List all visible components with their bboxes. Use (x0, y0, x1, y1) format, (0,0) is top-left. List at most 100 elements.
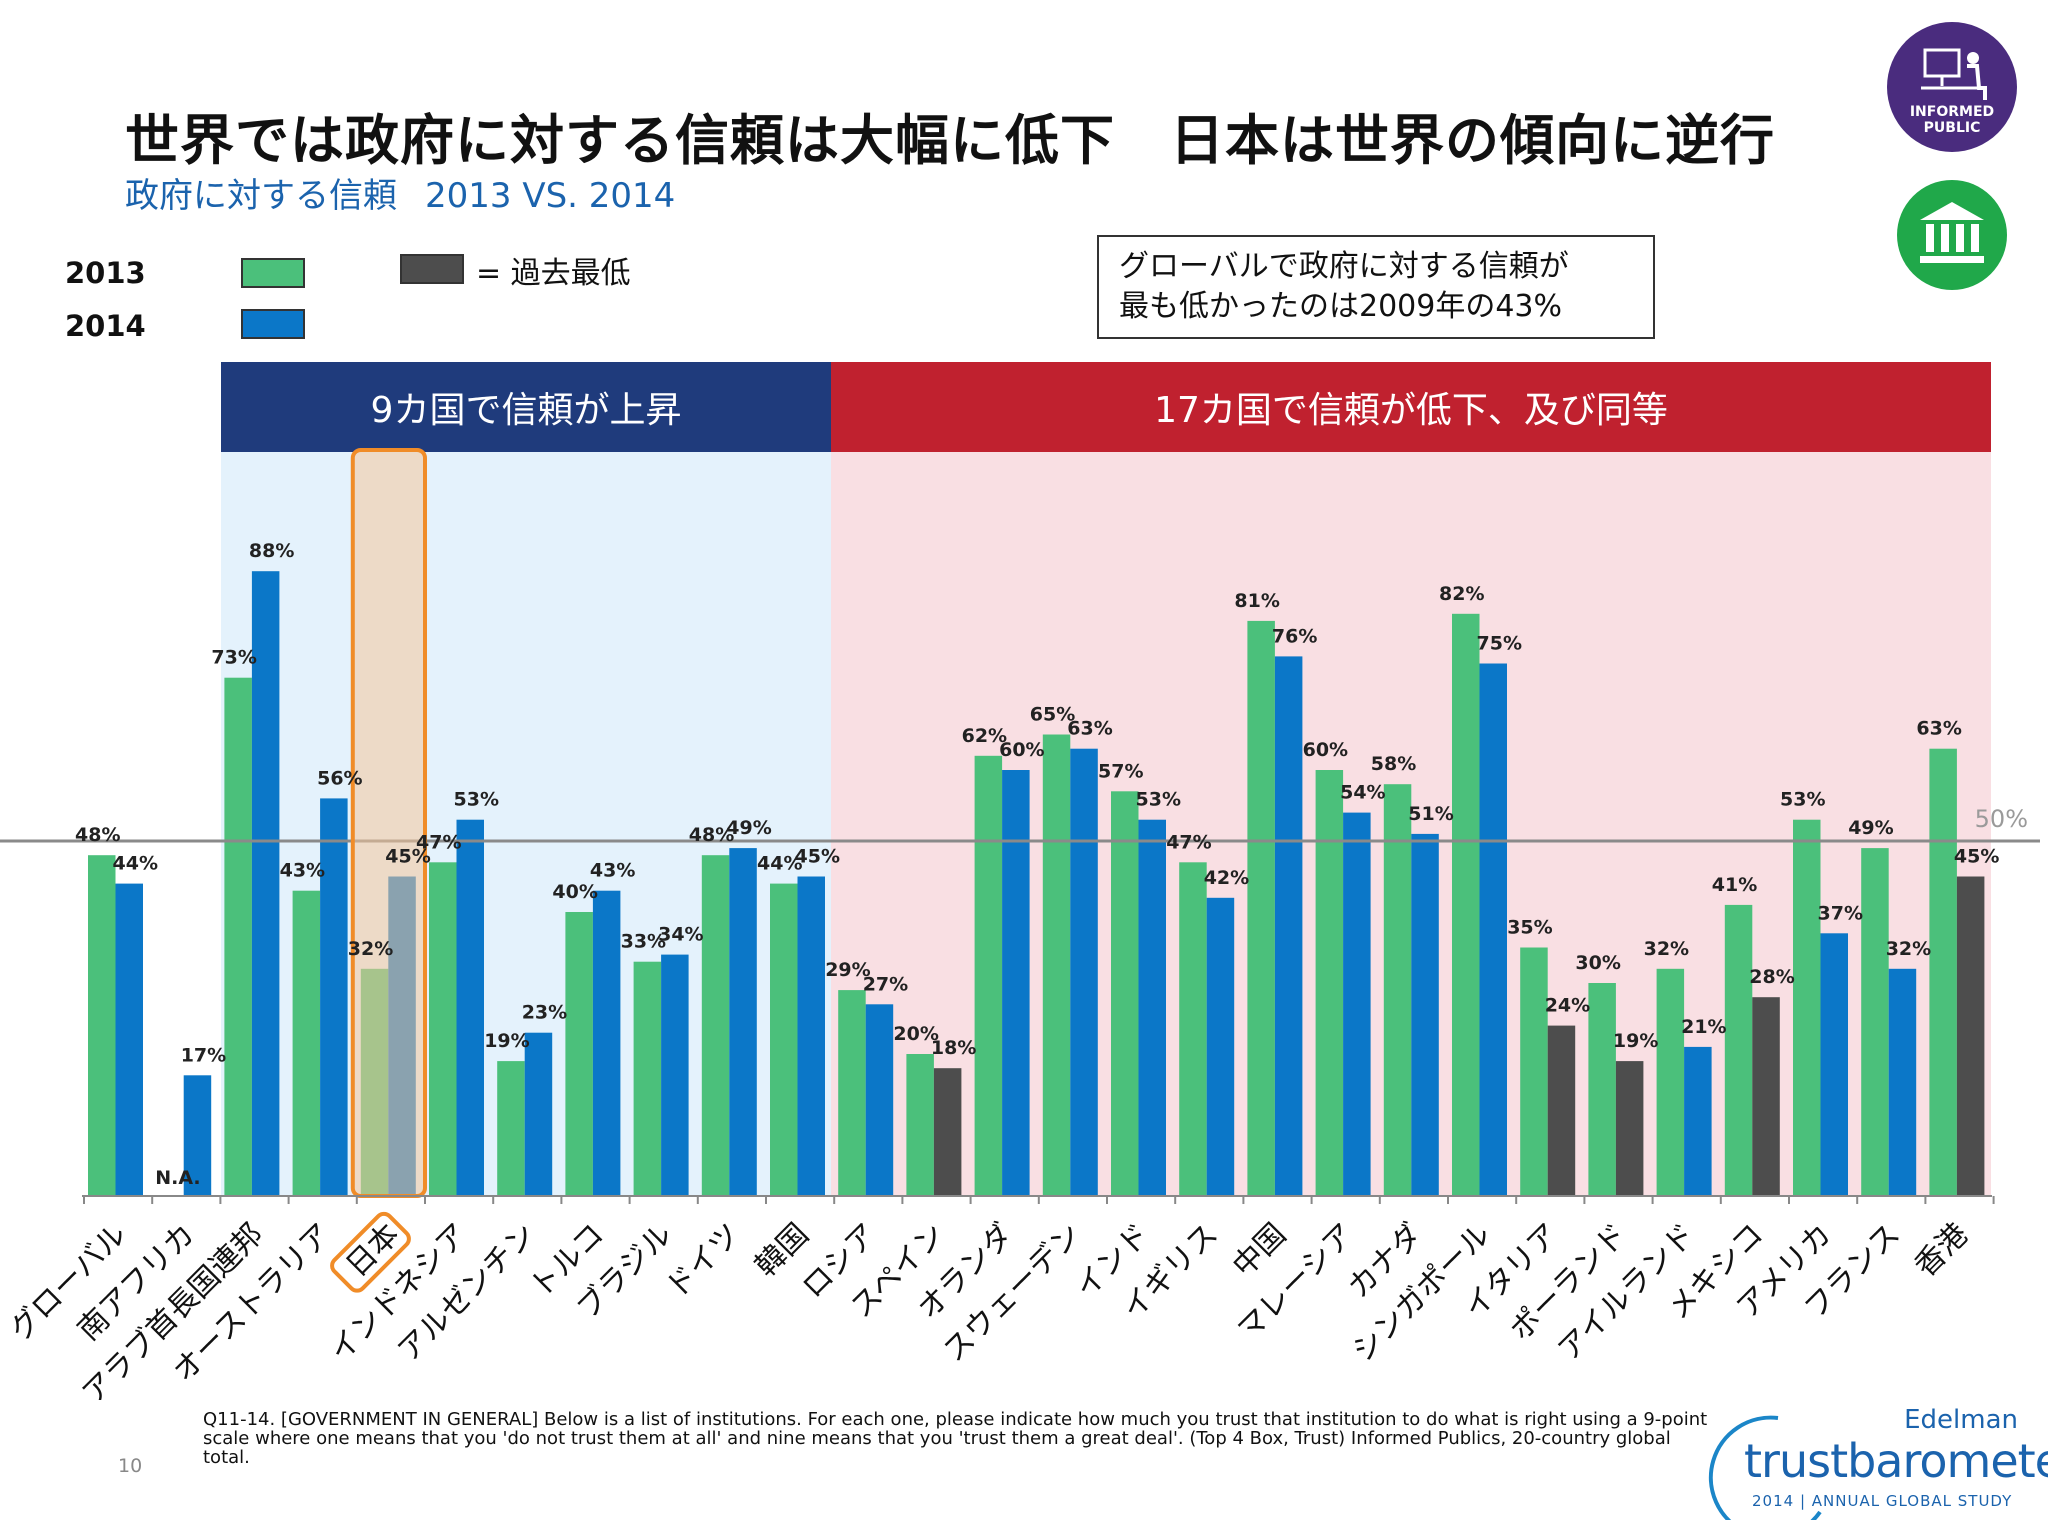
label-2014-9: 49% (726, 817, 771, 839)
legend-year-2014: 2014 (65, 309, 146, 343)
government-badge (1897, 180, 2007, 290)
bar-2014-12 (933, 1068, 962, 1196)
label-2014-17: 76% (1272, 625, 1317, 647)
bar-2013-20 (1452, 613, 1480, 1196)
label-2014-26: 32% (1886, 938, 1931, 960)
label-2014-19: 51% (1408, 803, 1453, 825)
label-2013-16: 47% (1166, 831, 1211, 853)
bar-2014-15 (1138, 819, 1166, 1196)
category-label-27: 香港 (1908, 1217, 1975, 1284)
legend-swatch-lowest (400, 254, 464, 284)
japan-label-box (330, 1211, 411, 1293)
label-2013-14: 65% (1030, 704, 1075, 726)
label-2014-13: 60% (999, 739, 1044, 761)
person-at-desk-icon (1921, 48, 1987, 100)
bar-2014-9 (729, 848, 757, 1196)
bar-2013-8 (633, 961, 662, 1196)
bar-2013-10 (770, 883, 798, 1196)
bar-2013-26 (1861, 848, 1889, 1196)
label-2013-19: 58% (1371, 753, 1416, 775)
label-na-1: N.A. (155, 1167, 200, 1189)
bar-2013-14 (1042, 734, 1071, 1196)
bar-2013-15 (1111, 791, 1139, 1196)
bar-2014-10 (797, 876, 825, 1196)
label-2014-25: 37% (1818, 902, 1863, 924)
bar-2014-27 (1956, 876, 1985, 1196)
label-2014-10: 45% (795, 846, 840, 868)
bar-2014-18 (1343, 812, 1371, 1196)
informed-public-badge: INFORMED PUBLIC (1887, 22, 2017, 152)
label-2013-3: 43% (280, 860, 325, 882)
label-2013-22: 30% (1575, 952, 1620, 974)
bar-2013-3 (292, 890, 321, 1196)
bar-2014-16 (1206, 897, 1235, 1196)
badge-text-1: INFORMED (1909, 104, 1995, 120)
bar-2013-7 (565, 912, 593, 1196)
label-2014-21: 24% (1545, 995, 1590, 1017)
brand-main: trustbarometer (1744, 1434, 2048, 1488)
bar-2014-0 (115, 883, 143, 1196)
category-label-9: ドイツ (659, 1217, 747, 1305)
label-2013-2: 73% (211, 647, 256, 669)
bar-2014-23 (1684, 1046, 1712, 1196)
bar-2013-21 (1520, 947, 1548, 1196)
bar-2013-6 (497, 1061, 525, 1196)
legend-swatch-2013 (241, 258, 305, 288)
bar-2014-25 (1820, 933, 1848, 1196)
label-2013-11: 29% (825, 959, 870, 981)
bar-2014-20 (1479, 663, 1507, 1196)
bar-2014-26 (1888, 968, 1917, 1196)
label-2014-14: 63% (1067, 718, 1112, 740)
label-2014-15: 53% (1136, 789, 1181, 811)
label-2013-23: 32% (1644, 938, 1689, 960)
reference-line-label: 50% (1975, 805, 2028, 833)
label-2013-20: 82% (1439, 583, 1484, 605)
bar-2013-9 (701, 855, 730, 1196)
bar-2013-12 (906, 1054, 934, 1196)
label-2014-27: 45% (1954, 846, 1999, 868)
label-2014-4: 45% (385, 846, 430, 868)
label-2014-8: 34% (658, 924, 703, 946)
label-2014-2: 88% (249, 540, 294, 562)
japan-highlight-box (350, 448, 427, 1198)
page-number: 10 (118, 1455, 143, 1477)
bar-2013-2 (224, 677, 252, 1196)
label-2013-8: 33% (621, 931, 666, 953)
label-2014-24: 28% (1749, 966, 1794, 988)
bar-2013-0 (88, 855, 116, 1196)
bar-2014-5 (456, 819, 484, 1196)
bar-2014-3 (320, 798, 348, 1196)
brand-top: Edelman (1904, 1405, 2018, 1435)
label-2014-7: 43% (590, 860, 635, 882)
subtitle-text: 政府に対する信頼 (125, 176, 397, 216)
bar-2014-7 (592, 890, 621, 1196)
bar-2014-24 (1752, 997, 1780, 1196)
label-2014-20: 75% (1477, 633, 1522, 655)
label-2014-22: 19% (1613, 1030, 1658, 1052)
bar-2014-11 (865, 1004, 894, 1196)
note-line-2: 最も低かったのは2009年の43% (1119, 289, 1563, 324)
page-title: 世界では政府に対する信頼は大幅に低下 日本は世界の傾向に逆行 (125, 109, 1775, 172)
bar-2013-25 (1793, 819, 1821, 1196)
bar-2014-13 (1002, 770, 1030, 1196)
brand-sub: 2014 | ANNUAL GLOBAL STUDY (1752, 1492, 2013, 1510)
label-2014-6: 23% (522, 1002, 567, 1024)
bar-2013-17 (1247, 620, 1275, 1196)
government-building-icon (1920, 202, 1984, 263)
label-2013-10: 44% (757, 853, 802, 875)
label-2014-1: 17% (181, 1044, 226, 1066)
subtitle-period: 2013 VS. 2014 (425, 176, 676, 216)
label-2013-15: 57% (1098, 760, 1143, 782)
label-2014-3: 56% (317, 767, 362, 789)
bar-2013-22 (1588, 983, 1616, 1196)
label-2014-5: 53% (454, 789, 499, 811)
bar-2013-19 (1383, 784, 1412, 1196)
label-2013-13: 62% (962, 725, 1007, 747)
note-box: グローバルで政府に対する信頼が 最も低かったのは2009年の43% (1097, 235, 1655, 339)
label-2014-11: 27% (863, 973, 908, 995)
bar-2014-8 (661, 954, 689, 1196)
label-2014-12: 18% (931, 1037, 976, 1059)
bar-2013-18 (1315, 770, 1344, 1196)
label-2014-0: 44% (113, 853, 158, 875)
label-2013-4: 32% (348, 938, 393, 960)
